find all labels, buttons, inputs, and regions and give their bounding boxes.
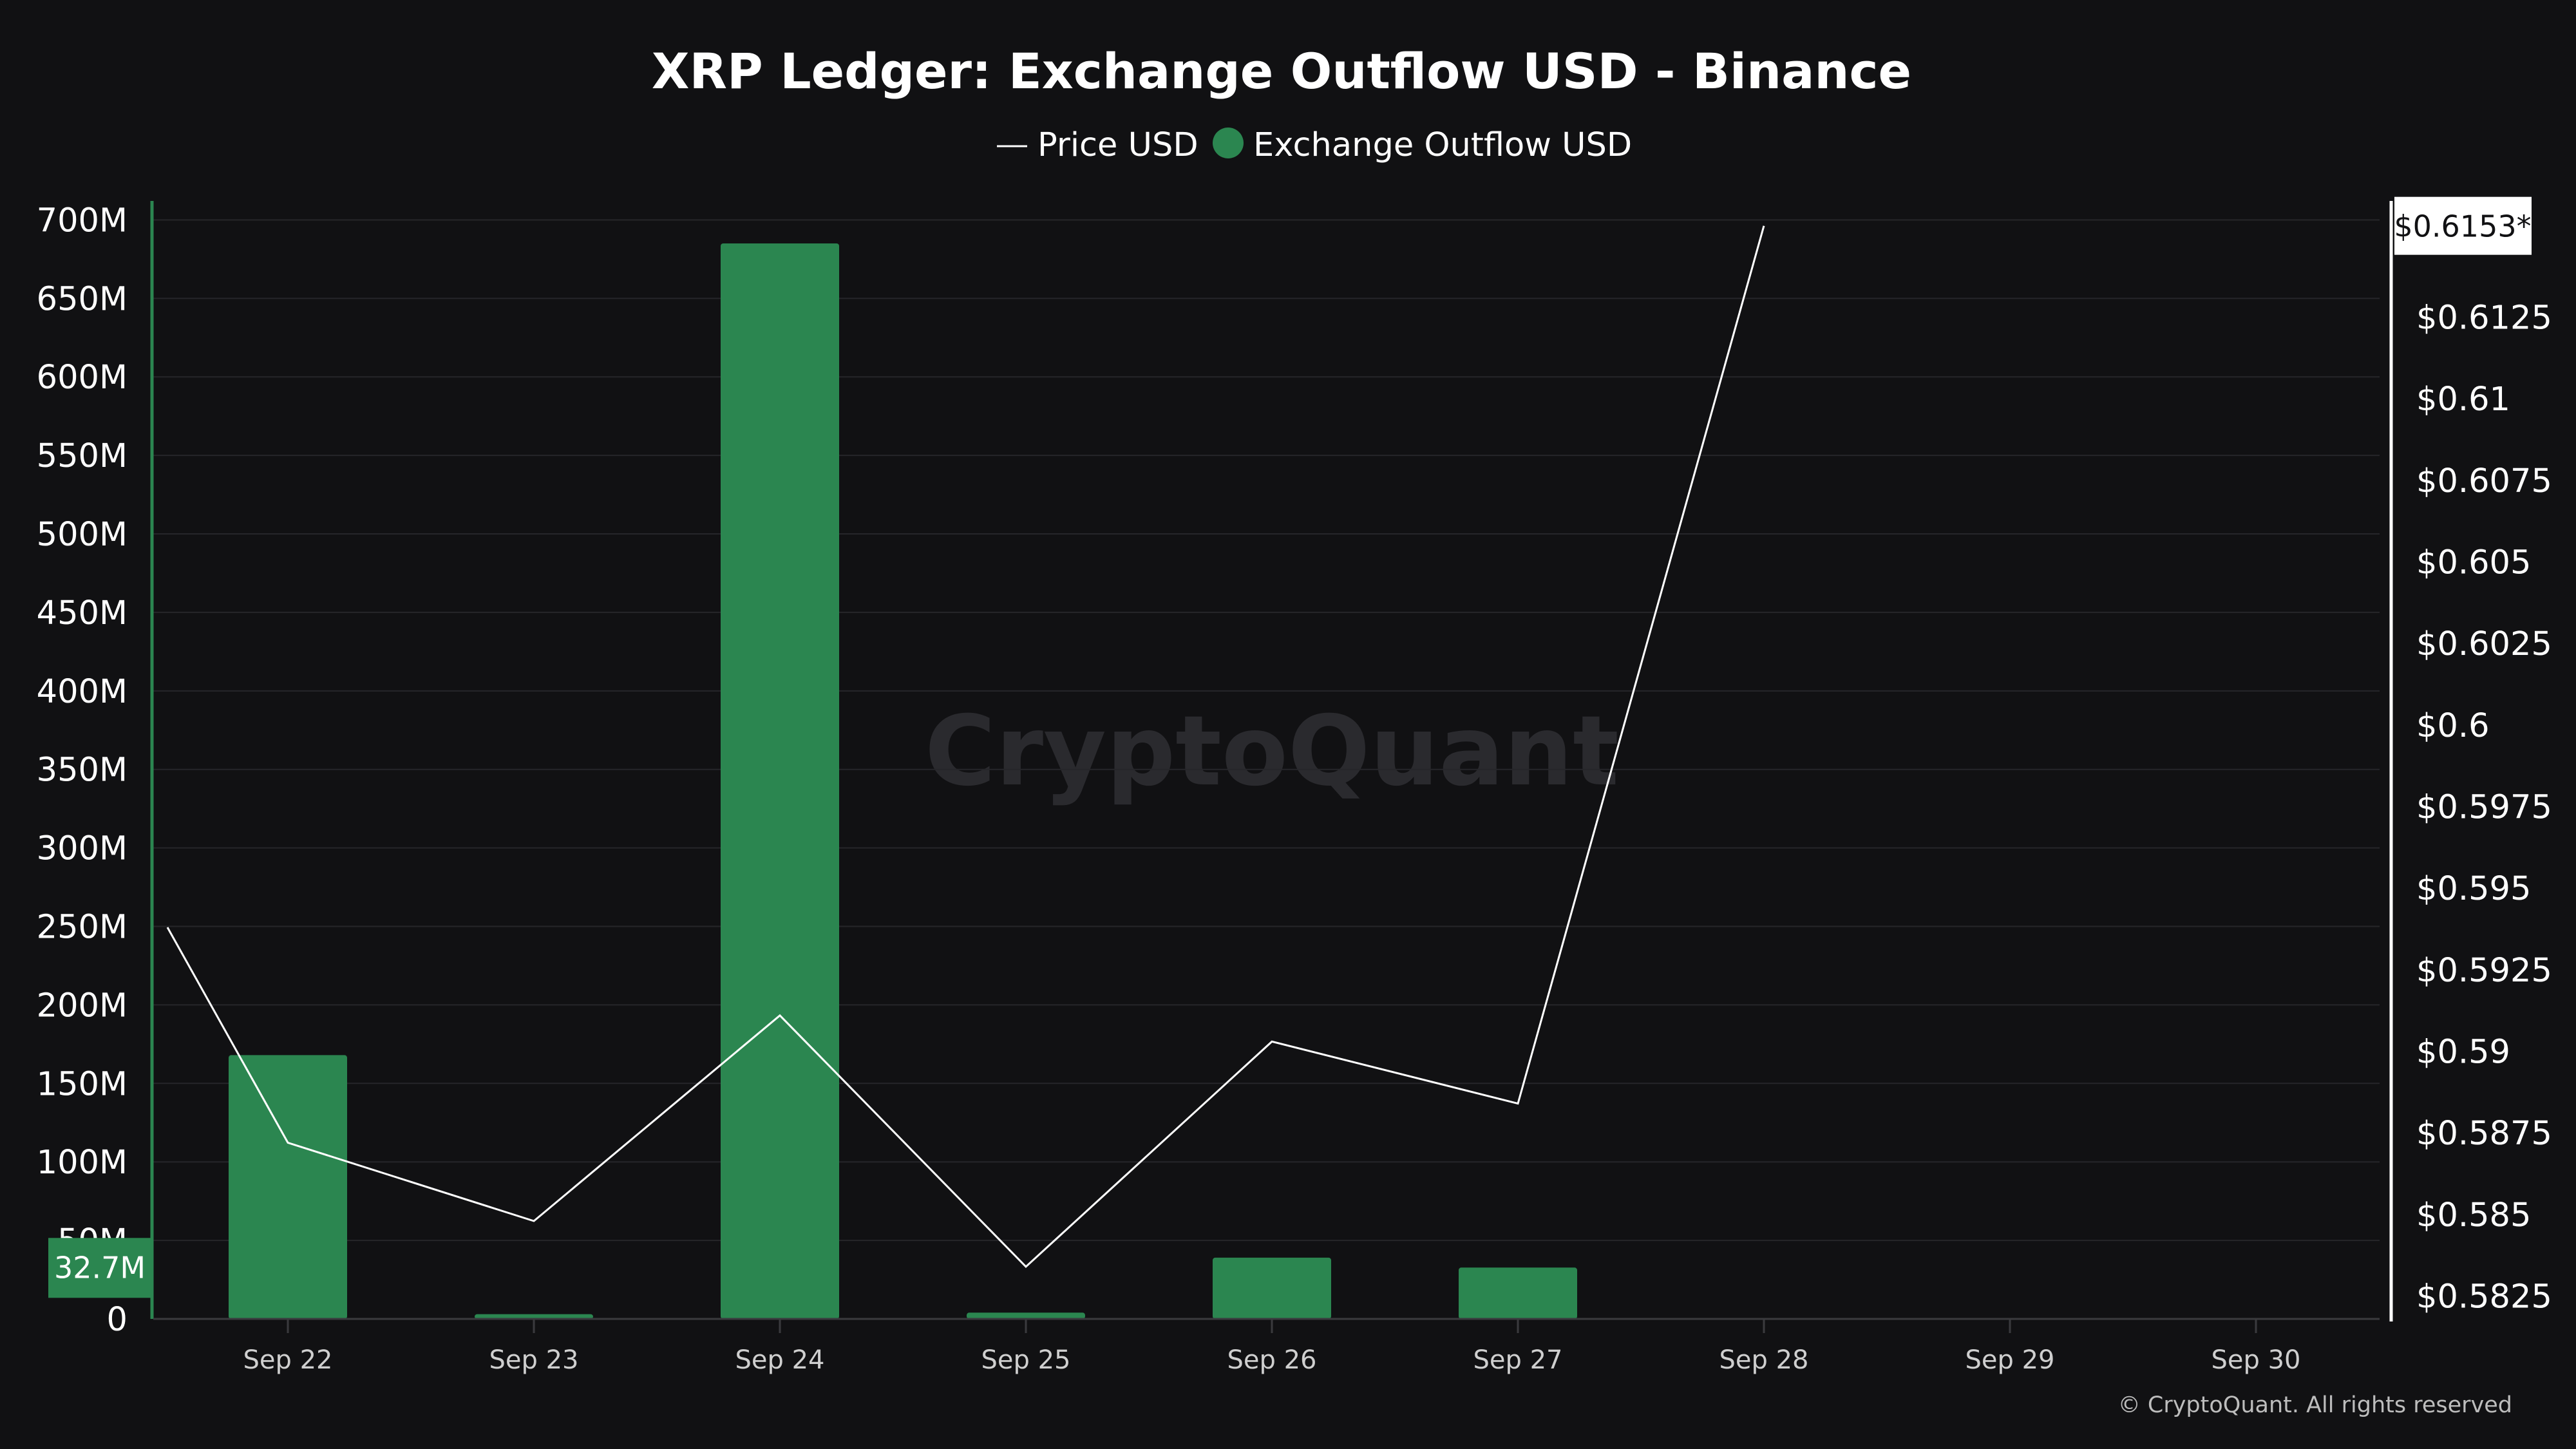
- right-tick-label: $0.5975: [2416, 789, 2552, 827]
- left-tick-label: 450M: [37, 594, 128, 632]
- right-value-badge-bg: [2394, 196, 2532, 255]
- right-tick-label: $0.6125: [2416, 299, 2552, 337]
- x-axis-ticks: Sep 22 Sep 23 Sep 24 Sep 25 Sep 26 Sep 27 Sep …: [243, 1319, 2301, 1375]
- axes: [150, 201, 2393, 1321]
- left-tick-label: 500M: [37, 516, 128, 554]
- left-tick-label: 650M: [37, 280, 128, 318]
- legend-item-price[interactable]: Price USD: [997, 126, 1198, 164]
- left-tick-label: 150M: [37, 1065, 128, 1103]
- bar-sep-23[interactable]: [475, 1314, 593, 1319]
- x-tick-label: Sep 27: [1473, 1345, 1562, 1375]
- price-line-series: [166, 225, 1765, 1269]
- left-axis-ticks: 050M100M150M200M250M300M350M400M450M500M…: [37, 202, 128, 1339]
- right-tick-label: $0.59: [2416, 1034, 2510, 1072]
- bar-sep-22[interactable]: [229, 1055, 347, 1319]
- right-tick-label: $0.6: [2416, 707, 2490, 745]
- right-tick-label: $0.595: [2416, 870, 2531, 908]
- legend-label-price: Price USD: [1037, 126, 1198, 164]
- x-tick-label: Sep 28: [1719, 1345, 1808, 1375]
- right-tick-label: $0.6075: [2416, 462, 2552, 500]
- chart-title: XRP Ledger: Exchange Outflow USD - Binan…: [652, 43, 1911, 100]
- right-tick-label: $0.605: [2416, 544, 2531, 582]
- watermark: CryptoQuant: [925, 696, 1619, 808]
- legend: Price USD Exchange Outflow USD: [997, 126, 1632, 164]
- x-tick-label: Sep 23: [489, 1345, 578, 1375]
- left-tick-label: 400M: [37, 673, 128, 711]
- x-tick-label: Sep 30: [2211, 1345, 2300, 1375]
- price-line[interactable]: [166, 225, 1765, 1269]
- copyright-notice: © CryptoQuant. All rights reserved: [2118, 1392, 2512, 1418]
- left-tick-label: 550M: [37, 437, 128, 475]
- x-tick-label: Sep 24: [735, 1345, 824, 1375]
- right-tick-label: $0.5875: [2416, 1115, 2552, 1153]
- right-tick-label: $0.5925: [2416, 952, 2552, 990]
- left-tick-label: 200M: [37, 987, 128, 1025]
- legend-item-outflow[interactable]: Exchange Outflow USD: [1213, 126, 1632, 164]
- legend-circle-marker: [1213, 128, 1244, 158]
- left-tick-label: 0: [107, 1301, 128, 1339]
- right-tick-label: $0.6025: [2416, 625, 2552, 663]
- left-tick-label: 250M: [37, 909, 128, 947]
- left-tick-label: 100M: [37, 1144, 128, 1182]
- bar-sep-24[interactable]: [721, 243, 839, 1320]
- right-tick-label: $0.61: [2416, 381, 2510, 419]
- bar-sep-25[interactable]: [967, 1312, 1085, 1319]
- right-tick-label: $0.5825: [2416, 1278, 2552, 1316]
- left-tick-label: 350M: [37, 752, 128, 790]
- right-tick-label: $0.585: [2416, 1197, 2531, 1235]
- x-tick-label: Sep 22: [243, 1345, 332, 1375]
- x-tick-label: Sep 25: [981, 1345, 1070, 1375]
- bar-sep-26[interactable]: [1213, 1257, 1331, 1319]
- bar-series: [229, 243, 1577, 1320]
- left-value-badge-bg: [48, 1238, 151, 1298]
- right-value-badge-label: $0.6153*: [2394, 209, 2531, 244]
- right-axis-ticks: $0.5825 $0.585 $0.5875 $0.59 $0.5925 $0.595 $0…: [2416, 299, 2552, 1316]
- bar-sep-27[interactable]: [1459, 1267, 1577, 1319]
- x-tick-label: Sep 26: [1227, 1345, 1316, 1375]
- right-value-badge: $0.6153*: [2394, 196, 2532, 255]
- left-value-badge: 32.7M: [48, 1238, 151, 1298]
- x-tick-label: Sep 29: [1965, 1345, 2054, 1375]
- gridlines: [153, 219, 2380, 1320]
- left-tick-label: 300M: [37, 830, 128, 868]
- legend-label-outflow: Exchange Outflow USD: [1253, 126, 1632, 164]
- left-tick-label: 700M: [37, 202, 128, 240]
- left-value-badge-label: 32.7M: [54, 1250, 146, 1285]
- left-tick-label: 600M: [37, 359, 128, 397]
